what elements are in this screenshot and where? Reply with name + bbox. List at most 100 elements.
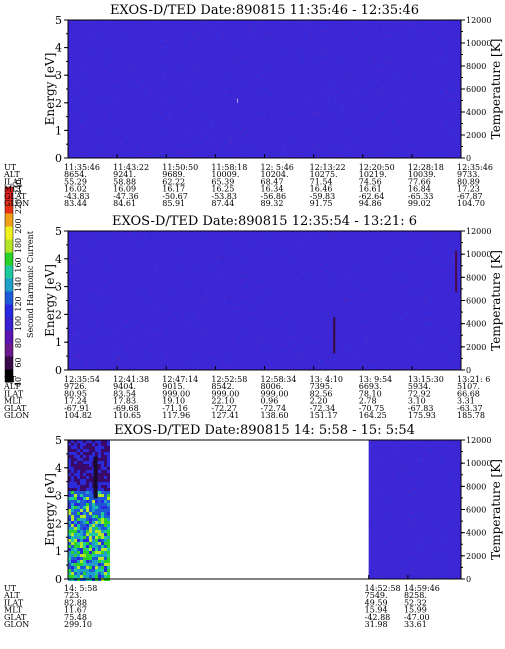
panels: EXOS-D/TED Date:890815 11:35:46 - 12:35:… — [3, 3, 503, 629]
speckle — [142, 39, 144, 41]
speckle — [205, 231, 207, 233]
speckle — [79, 285, 81, 287]
speckle — [450, 99, 452, 101]
speckle — [256, 155, 258, 157]
speckle — [137, 297, 139, 299]
speckle — [291, 58, 293, 60]
speckle — [310, 148, 312, 150]
speckle — [443, 352, 445, 354]
speckle — [379, 105, 381, 107]
speckle — [292, 310, 294, 312]
speckle — [294, 268, 296, 270]
colorbar-swatch — [5, 369, 13, 383]
speckle — [369, 480, 371, 482]
speckle — [409, 448, 411, 450]
speckle — [377, 38, 379, 40]
speckle — [238, 60, 240, 62]
speckle — [443, 492, 445, 494]
speckle — [400, 107, 402, 109]
speckle — [456, 455, 458, 457]
speckle — [306, 155, 308, 157]
speckle — [203, 147, 205, 149]
speckle — [133, 41, 135, 43]
speckle — [179, 135, 181, 137]
speckle — [111, 102, 113, 104]
speckle — [273, 234, 275, 236]
spectrum-cell — [95, 446, 98, 449]
speckle — [192, 34, 194, 36]
speckle — [297, 345, 299, 347]
speckle — [192, 89, 194, 91]
spectrum-cell — [80, 464, 83, 467]
speckle — [314, 326, 316, 328]
speckle — [332, 64, 334, 66]
speckle — [414, 28, 416, 30]
speckle — [236, 56, 238, 58]
speckle — [298, 100, 300, 102]
speckle — [196, 149, 198, 151]
speckle — [159, 45, 161, 47]
speckle — [396, 243, 398, 245]
speckle — [405, 29, 407, 31]
speckle — [431, 555, 433, 557]
speckle — [252, 117, 254, 119]
speckle — [372, 458, 374, 460]
speckle — [328, 310, 330, 312]
speckle — [278, 287, 280, 289]
speckle — [266, 81, 268, 83]
speckle — [216, 274, 218, 276]
speckle — [252, 96, 254, 98]
speckle — [178, 68, 180, 70]
speckle — [414, 21, 416, 23]
speckle — [226, 108, 228, 110]
speckle — [124, 105, 126, 107]
speckle — [411, 244, 413, 246]
speckle — [435, 235, 437, 237]
speckle — [110, 26, 112, 28]
speckle — [71, 31, 73, 33]
colorbar-swatch — [5, 226, 13, 240]
speckle — [456, 338, 458, 340]
speckle — [223, 307, 225, 309]
speckle — [375, 457, 377, 459]
speckle — [79, 274, 81, 276]
speckle — [124, 50, 126, 52]
speckle — [429, 249, 431, 251]
spectrum-cell — [68, 452, 71, 455]
speckle — [271, 48, 273, 50]
speckle — [372, 528, 374, 530]
speckle — [363, 320, 365, 322]
speckle — [201, 338, 203, 340]
speckle — [408, 528, 410, 530]
speckle — [132, 266, 134, 268]
speckle — [435, 130, 437, 132]
spectrum-cell — [107, 452, 110, 455]
speckle — [240, 131, 242, 133]
speckle — [382, 314, 384, 316]
speckle — [347, 297, 349, 299]
speckle — [315, 114, 317, 116]
speckle — [316, 79, 318, 81]
speckle — [401, 318, 403, 320]
speckle — [140, 40, 142, 42]
speckle — [405, 479, 407, 481]
speckle — [81, 249, 83, 251]
spectrum-cell — [104, 464, 107, 467]
speckle — [110, 66, 112, 68]
speckle — [367, 135, 369, 137]
speckle — [418, 469, 420, 471]
speckle — [97, 333, 99, 335]
speckle — [266, 63, 268, 65]
speckle — [408, 492, 410, 494]
speckle — [133, 124, 135, 126]
speckle — [298, 355, 300, 357]
speckle — [409, 520, 411, 522]
speckle — [85, 272, 87, 274]
speckle — [196, 353, 198, 355]
speckle — [390, 263, 392, 265]
speckle — [83, 54, 85, 56]
speckle — [77, 108, 79, 110]
speckle — [137, 48, 139, 50]
ephemeris-value: 16.09 — [113, 185, 136, 194]
speckle — [400, 34, 402, 36]
